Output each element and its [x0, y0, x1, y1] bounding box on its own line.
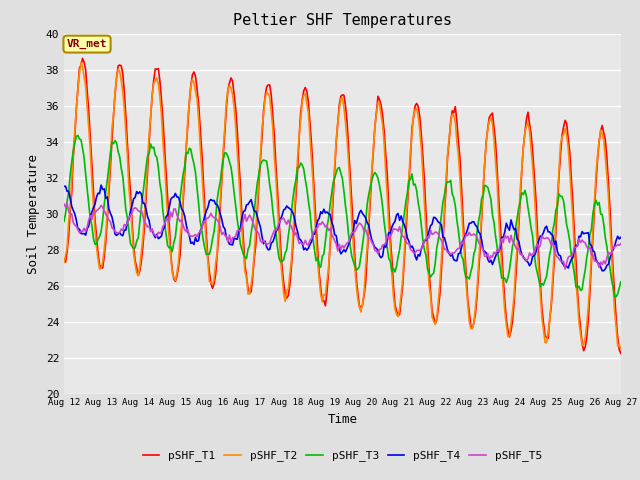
Y-axis label: Soil Temperature: Soil Temperature	[27, 154, 40, 274]
Title: Peltier SHF Temperatures: Peltier SHF Temperatures	[233, 13, 452, 28]
Text: VR_met: VR_met	[67, 39, 108, 49]
Legend: pSHF_T1, pSHF_T2, pSHF_T3, pSHF_T4, pSHF_T5: pSHF_T1, pSHF_T2, pSHF_T3, pSHF_T4, pSHF…	[138, 446, 547, 466]
Line: pSHF_T5: pSHF_T5	[64, 203, 621, 269]
Line: pSHF_T1: pSHF_T1	[64, 59, 621, 353]
X-axis label: Time: Time	[328, 413, 357, 426]
Line: pSHF_T2: pSHF_T2	[64, 62, 621, 348]
Line: pSHF_T4: pSHF_T4	[64, 185, 621, 271]
Line: pSHF_T3: pSHF_T3	[64, 135, 621, 297]
